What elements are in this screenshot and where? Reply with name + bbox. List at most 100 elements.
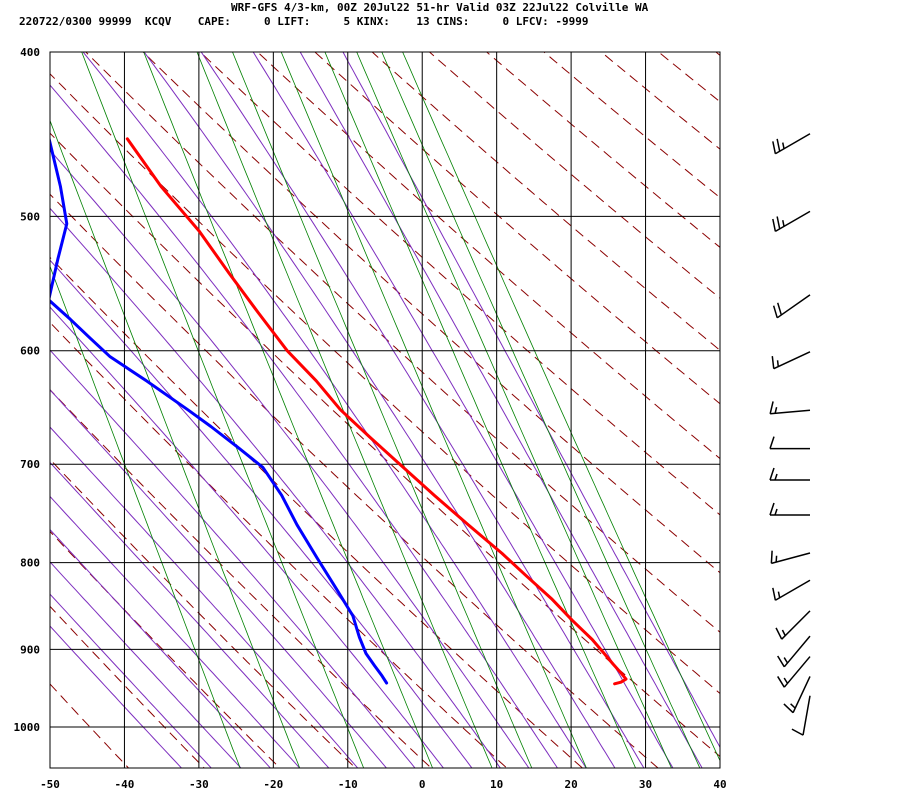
dry-adiabat-line (597, 0, 900, 797)
wind-barb-full-flag (772, 305, 778, 319)
wind-barb-staff (802, 695, 811, 736)
wind-barb (777, 656, 811, 688)
moist-adiabat-line (299, 52, 703, 768)
wind-barb-full-flag (791, 728, 804, 736)
wind-barb (772, 133, 811, 155)
dry-adiabat-line (657, 52, 720, 103)
dry-adiabat-line (715, 52, 720, 56)
moist-adiabat-line (342, 52, 720, 749)
moist-adiabat-line (82, 52, 587, 768)
moist-adiabat-line (50, 259, 473, 768)
wind-barb (769, 436, 810, 450)
pressure-tick-label: 800 (20, 557, 40, 570)
wind-barb (772, 210, 811, 233)
wind-barb-half-flag (782, 142, 785, 149)
wind-barb (783, 676, 811, 714)
wind-barb-full-flag (777, 655, 785, 668)
wind-barb-staff (774, 210, 811, 233)
wind-barb-staff (774, 579, 811, 601)
pressure-tick-label: 1000 (14, 721, 41, 734)
dry-adiabat-line (50, 530, 281, 768)
wind-barb-full-flag (769, 401, 774, 414)
sounding-profiles (50, 137, 628, 686)
wind-barb-full-flag (772, 587, 777, 601)
mixing-ratio-line (143, 52, 433, 768)
wind-barb-full-flag (775, 627, 783, 640)
temperature-tick-label: -30 (189, 778, 209, 791)
wind-barb (769, 401, 811, 415)
wind-barb-half-flag (777, 591, 781, 598)
pressure-tick-label: 400 (20, 46, 40, 59)
pressure-tick-labels: 400 500 600 700 800 900 1000 (14, 46, 41, 734)
dewpoint-profile-line (50, 137, 389, 685)
wind-barb-staff (781, 610, 811, 640)
wind-barb-staff (783, 635, 811, 668)
pressure-tick-label: 500 (20, 210, 40, 223)
wind-barb-full-flag (772, 218, 777, 232)
wind-barb (769, 502, 810, 516)
dry-adiabat-line (50, 73, 720, 695)
dry-adiabat-line (651, 0, 900, 797)
wind-barb (769, 467, 810, 481)
chart-title: WRF-GFS 4/3-km, 00Z 20Jul22 51-hr Valid … (231, 1, 649, 14)
wind-barb (772, 579, 811, 601)
dry-adiabat-line (760, 0, 900, 797)
mixing-ratio-line (402, 52, 720, 762)
mixing-ratio-line (81, 52, 365, 768)
moist-adiabat-line (50, 349, 416, 768)
wind-barb (775, 610, 811, 640)
moist-adiabat-line (50, 495, 301, 768)
wind-barb-staff (771, 552, 811, 565)
moist-adiabat-line (252, 52, 674, 768)
chart-indices-line: 220722/0300 99999 KCQV CAPE: 0 LIFT: 5 K… (19, 15, 589, 28)
moist-adiabat-line (50, 528, 272, 768)
wind-barb-full-flag (776, 216, 781, 230)
dry-adiabat-line (199, 52, 720, 516)
mixing-ratio-line (280, 52, 587, 768)
moist-adiabat-line (50, 84, 558, 768)
wind-barb-full-flag (776, 138, 781, 152)
moist-adiabat-line (50, 625, 183, 768)
temperature-tick-label: 10 (490, 778, 503, 791)
moist-adiabat-line (50, 593, 212, 768)
wind-barb-full-flag (770, 550, 773, 564)
mixing-ratio-line (50, 265, 241, 768)
wind-barb-full-flag (769, 467, 775, 481)
temperature-tick-label: 30 (639, 778, 652, 791)
moist-adiabat-line (50, 149, 530, 768)
wind-barb-staff (770, 409, 811, 415)
dry-adiabat-line (543, 52, 720, 199)
mixing-ratio-line (196, 52, 493, 768)
mixing-ratio-line (381, 52, 701, 768)
moist-adiabat-line (50, 561, 242, 768)
dry-adiabat-line (428, 52, 720, 299)
isobar-isotherm-grid (49, 51, 721, 768)
pressure-tick-label: 600 (20, 345, 40, 358)
wind-barb-half-flag (776, 360, 780, 367)
wind-barb-full-flag (769, 436, 775, 449)
plot-frame (49, 51, 721, 769)
wind-barb-half-flag (774, 473, 778, 481)
pressure-tick-label: 900 (20, 643, 40, 656)
dry-adiabat-line (600, 52, 720, 150)
wind-barb-staff (776, 294, 811, 319)
temperature-tick-label: 0 (419, 778, 426, 791)
dry-adiabat-line (50, 132, 720, 758)
wind-barb (770, 550, 811, 565)
wind-barb-half-flag (781, 629, 786, 636)
temperature-tick-label: 20 (564, 778, 577, 791)
dry-adiabat-line (485, 52, 720, 248)
wind-barb (791, 695, 811, 736)
wind-barb (771, 351, 811, 370)
wind-barb-staff (774, 133, 811, 155)
moist-adiabat-line (143, 52, 616, 768)
wind-barb-full-flag (783, 703, 794, 714)
dry-adiabat-line (256, 52, 720, 460)
moist-adiabat-line (50, 306, 445, 768)
wind-barb-staff (792, 676, 811, 713)
moist-adiabat-line (200, 52, 645, 768)
temperature-tick-label: -20 (263, 778, 283, 791)
wind-barb-staff (783, 656, 811, 688)
